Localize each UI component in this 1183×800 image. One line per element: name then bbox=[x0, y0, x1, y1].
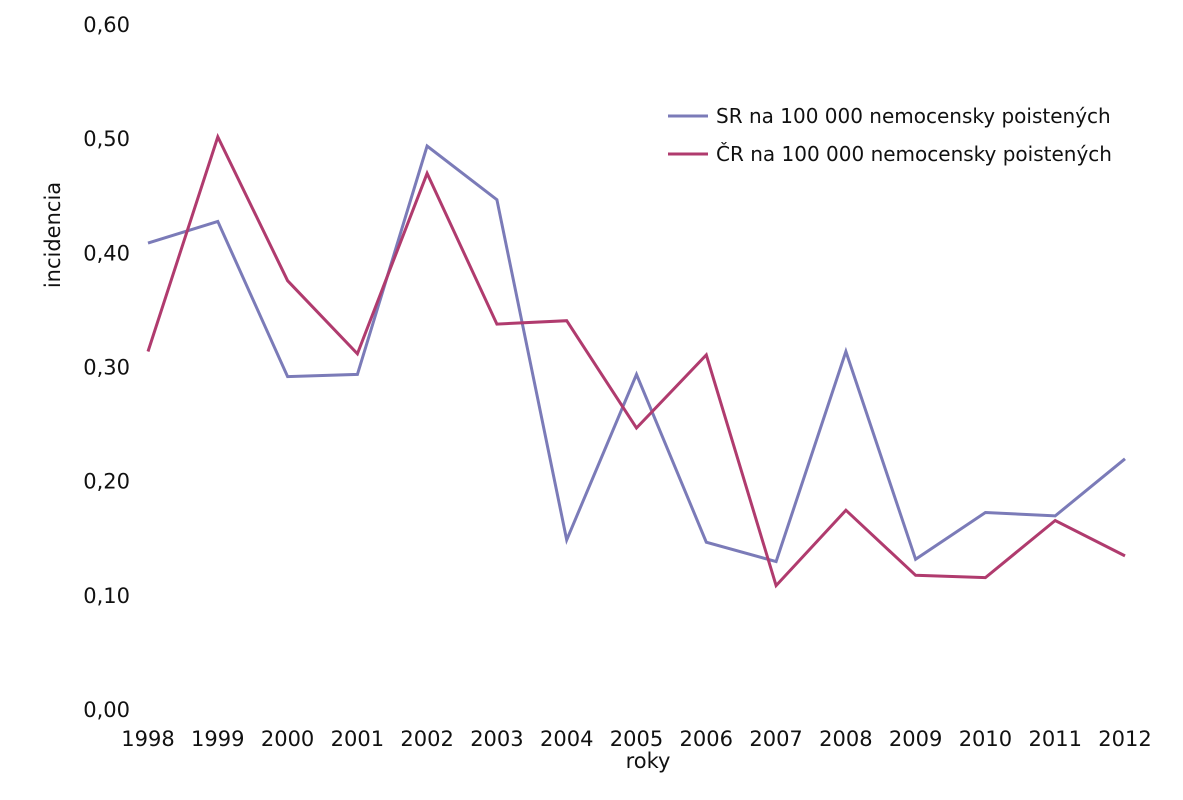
x-tick-label: 2007 bbox=[749, 727, 802, 751]
y-tick-label: 0,60 bbox=[83, 13, 130, 37]
x-tick-label: 2002 bbox=[400, 727, 453, 751]
x-axis-ticks: 1998 1999 2000 2001 2002 2003 2004 2005 2006 2007… bbox=[121, 727, 1151, 751]
x-tick-label: 1999 bbox=[191, 727, 244, 751]
y-tick-label: 0,50 bbox=[83, 127, 130, 151]
x-tick-label: 2004 bbox=[540, 727, 593, 751]
legend: SR na 100 000 nemocensky poistených ČR na… bbox=[668, 104, 1112, 166]
y-axis-ticks: 0,00 0,10 0,20 0,30 0,40 0,50 0,60 bbox=[83, 13, 130, 722]
y-tick-label: 0,30 bbox=[83, 356, 130, 380]
series-lines bbox=[146, 132, 1126, 589]
x-tick-label: 2011 bbox=[1028, 727, 1081, 751]
x-tick-label: 2009 bbox=[889, 727, 942, 751]
x-tick-label: 2012 bbox=[1098, 727, 1151, 751]
x-tick-label: 2001 bbox=[331, 727, 384, 751]
x-tick-label: 2010 bbox=[959, 727, 1012, 751]
y-tick-label: 0,40 bbox=[83, 241, 130, 265]
series-line-cr bbox=[146, 132, 1126, 589]
x-axis-label: roky bbox=[626, 749, 671, 773]
y-tick-label: 0,20 bbox=[83, 470, 130, 494]
x-tick-label: 2005 bbox=[610, 727, 663, 751]
x-tick-label: 1998 bbox=[121, 727, 174, 751]
x-tick-label: 2008 bbox=[819, 727, 872, 751]
y-axis-label: incidencia bbox=[41, 182, 65, 288]
y-tick-label: 0,10 bbox=[83, 584, 130, 608]
x-tick-label: 2000 bbox=[261, 727, 314, 751]
x-tick-label: 2006 bbox=[680, 727, 733, 751]
y-tick-label: 0,00 bbox=[83, 698, 130, 722]
x-tick-label: 2003 bbox=[470, 727, 523, 751]
legend-entry-label: SR na 100 000 nemocensky poistených bbox=[716, 104, 1111, 128]
series-line-sr bbox=[147, 143, 1126, 564]
legend-entry-label: ČR na 100 000 nemocensky poistených bbox=[716, 142, 1112, 166]
